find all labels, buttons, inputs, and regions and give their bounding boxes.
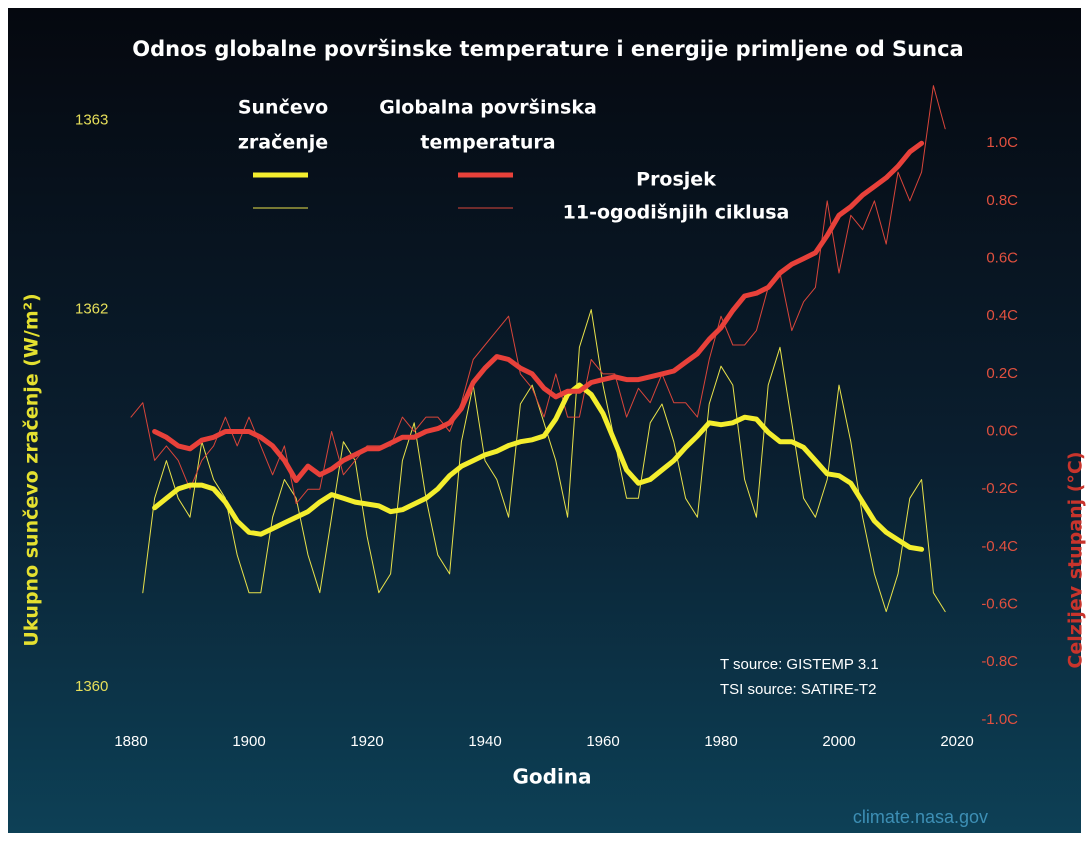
legend-label: 11-ogodišnjih ciklusa [563, 202, 790, 224]
y2-tick-label: -0.6C [981, 595, 1018, 612]
legend-label: zračenje [238, 132, 328, 154]
y2-tick-label: -0.2C [981, 480, 1018, 497]
y2-tick-label: 0.2C [986, 365, 1018, 382]
annotation: TSI source: SATIRE-T2 [720, 681, 876, 698]
x-tick-label: 1940 [468, 733, 501, 750]
y2-tick-label: -0.8C [981, 653, 1018, 670]
x-tick-label: 2000 [822, 733, 855, 750]
x-tick-label: 2020 [940, 733, 973, 750]
y2-tick-label: 0.8C [986, 192, 1018, 209]
y-tick-label: 1360 [75, 678, 108, 695]
background [8, 8, 1081, 833]
legend-label: Sunčevo [238, 97, 328, 119]
legend-label: temperatura [420, 132, 555, 154]
series-line [142, 309, 946, 613]
y-tick-label: 1362 [75, 301, 108, 318]
x-tick-label: 1880 [114, 733, 147, 750]
x-tick-label: 1960 [586, 733, 619, 750]
x-tick-label: 1980 [704, 733, 737, 750]
legend-label: Globalna površinska [379, 97, 597, 119]
y2-tick-label: 0.6C [986, 250, 1018, 267]
legend-label: Prosjek [636, 169, 716, 191]
y-axis-label: Ukupno sunčevo zračenje (W/m²) [21, 293, 43, 646]
series-line [152, 140, 925, 483]
y2-tick-label: 0.0C [986, 423, 1018, 440]
y2-axis-label: Celzijev stupanj (°C) [1065, 451, 1087, 668]
series-line [130, 85, 946, 505]
series-line [152, 382, 925, 552]
y2-tick-label: 0.4C [986, 307, 1018, 324]
y2-tick-label: -1.0C [981, 711, 1018, 728]
annotation: T source: GISTEMP 3.1 [720, 656, 879, 673]
y2-tick-label: 1.0C [986, 134, 1018, 151]
y-tick-label: 1363 [75, 112, 108, 129]
chart-title: Odnos globalne površinske temperature i … [132, 37, 963, 61]
x-axis-label: Godina [512, 765, 591, 789]
x-tick-label: 1920 [350, 733, 383, 750]
x-tick-label: 1900 [232, 733, 265, 750]
y2-tick-label: -0.4C [981, 538, 1018, 555]
credit: climate.nasa.gov [853, 807, 988, 827]
